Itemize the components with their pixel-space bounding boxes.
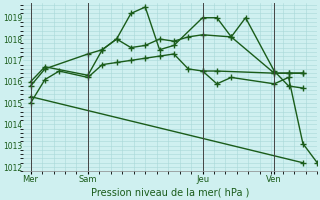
X-axis label: Pression niveau de la mer( hPa ): Pression niveau de la mer( hPa ) xyxy=(91,187,250,197)
